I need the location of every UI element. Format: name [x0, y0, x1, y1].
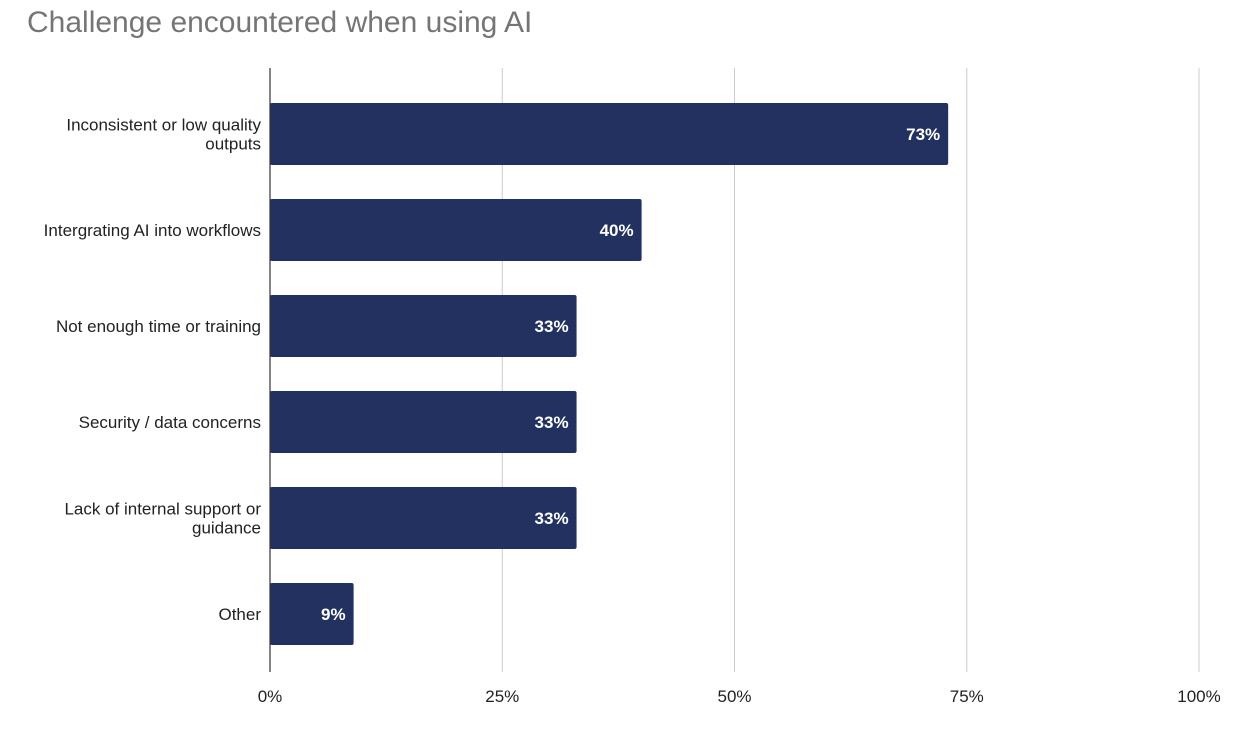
category-label: Lack of internal support or guidance [64, 500, 261, 538]
labels: 0% 25% 50% 75% 100% 73% Inconsistent or low qu… [44, 116, 1221, 707]
data-label: 33% [535, 317, 569, 336]
bar [270, 199, 642, 261]
gridlines [501, 68, 1200, 672]
data-label: 9% [321, 605, 346, 624]
bars [270, 103, 949, 645]
data-label: 33% [535, 509, 569, 528]
category-label: Inconsistent or low quality outputs [66, 116, 261, 154]
category-label: Other [218, 605, 261, 624]
bar [270, 583, 354, 645]
bar [270, 391, 577, 453]
chart-title: Challenge encountered when using AI [27, 6, 533, 39]
x-tick-label: 50% [717, 687, 751, 706]
x-tick-label: 0% [258, 687, 283, 706]
data-label: 73% [906, 125, 940, 144]
category-label: Security / data concerns [79, 413, 261, 432]
category-label: Intergrating AI into workflows [44, 221, 261, 240]
data-label: 33% [535, 413, 569, 432]
bar [270, 103, 949, 165]
x-tick-label: 25% [485, 687, 519, 706]
x-tick-label: 75% [950, 687, 984, 706]
data-label: 40% [600, 221, 634, 240]
bar [270, 487, 577, 549]
category-label: Not enough time or training [56, 317, 261, 336]
bar [270, 295, 577, 357]
x-tick-label: 100% [1177, 687, 1220, 706]
